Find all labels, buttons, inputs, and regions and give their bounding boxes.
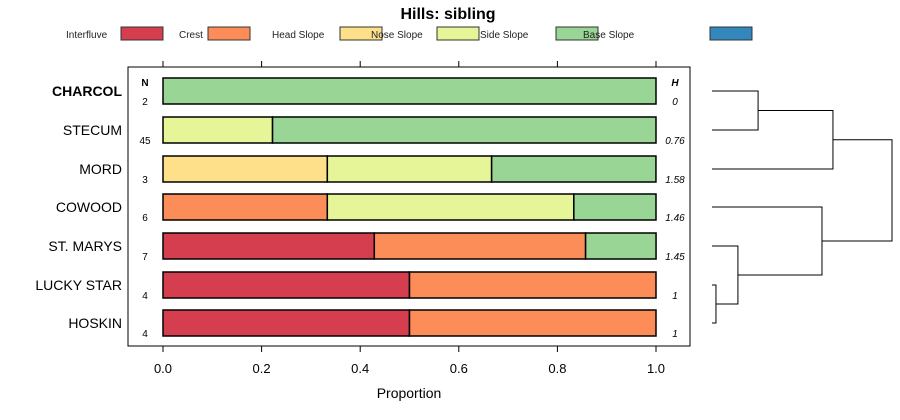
n-value: 45 (139, 136, 151, 147)
x-axis-label: Proportion (377, 385, 442, 401)
dendrogram-link (712, 284, 717, 324)
bar-segment-side-slope (490, 155, 657, 183)
legend-label: Nose Slope (371, 30, 423, 41)
bars: CHARCOL 2 0 STECUM 45 0.76 MORD 3 1.58 COWOOD 6 1.4… (35, 77, 685, 340)
chart-title: Hills: sibling (400, 6, 495, 23)
h-header: H (671, 78, 679, 89)
legend-label: Crest (179, 30, 203, 41)
x-axis: 0.0 0.2 0.4 0.6 0.8 1.0 (154, 61, 665, 376)
n-value: 4 (142, 329, 148, 340)
dendrogram (712, 90, 893, 324)
legend-swatch (120, 26, 164, 41)
n-value: 7 (142, 252, 148, 263)
bar-segment-crest (373, 232, 587, 260)
n-value: 2 (142, 97, 148, 108)
bar-segment-interfluve (162, 309, 411, 337)
h-value: 1.46 (665, 213, 685, 224)
bar-segment-interfluve (162, 232, 376, 260)
legend-swatch (709, 26, 753, 41)
n-header: N (141, 78, 148, 89)
bar-segment-head-slope (162, 155, 329, 183)
category-label: MORD (79, 161, 122, 177)
category-label: CHARCOL (52, 83, 122, 99)
h-value: 0 (672, 97, 678, 108)
n-value: 4 (142, 291, 148, 302)
h-value: 1 (672, 329, 678, 340)
legend-swatch (339, 26, 383, 41)
category-label: ST. MARYS (48, 238, 122, 254)
bar-segment-side-slope (162, 77, 657, 105)
legend-swatch (555, 26, 599, 41)
h-value: 0.76 (665, 136, 685, 147)
bar-segment-interfluve (162, 271, 411, 299)
x-tick-label: 0.2 (253, 361, 271, 376)
category-label: COWOOD (56, 199, 122, 215)
legend-swatch (436, 26, 480, 41)
bar-segment-nose-slope (326, 155, 493, 183)
category-label: LUCKY STAR (35, 277, 122, 293)
legend-label: Head Slope (272, 30, 325, 41)
legend-label: Side Slope (480, 30, 529, 41)
dendrogram-link (712, 90, 759, 131)
legend-label: Base Slope (583, 30, 635, 41)
x-tick-label: 0.8 (548, 361, 566, 376)
legend-label: Interfluve (66, 30, 108, 41)
category-label: STECUM (63, 122, 122, 138)
x-tick-label: 1.0 (647, 361, 665, 376)
n-value: 6 (142, 213, 148, 224)
dendrogram-link (712, 206, 823, 276)
bar-segment-crest (408, 271, 657, 299)
bar-segment-nose-slope (162, 116, 274, 144)
legend: Interfluve Crest Head Slope Nose Slope Side … (66, 26, 753, 41)
x-tick-label: 0.0 (154, 361, 172, 376)
dendrogram-link (821, 139, 893, 242)
bar-segment-side-slope (584, 232, 657, 260)
bar-segment-crest (408, 309, 657, 337)
bar-segment-side-slope (573, 193, 657, 221)
h-value: 1.58 (665, 175, 685, 186)
category-label: HOSKIN (68, 315, 122, 331)
bar-segment-side-slope (271, 116, 657, 144)
legend-swatch (207, 26, 251, 41)
bar-segment-nose-slope (326, 193, 575, 221)
x-tick-label: 0.4 (351, 361, 369, 376)
plot-frame (127, 66, 691, 347)
x-tick-label: 0.6 (450, 361, 468, 376)
h-value: 1 (672, 291, 678, 302)
dendrogram-link (712, 110, 834, 170)
h-value: 1.45 (665, 252, 685, 263)
n-value: 3 (142, 175, 148, 186)
bar-segment-crest (162, 193, 329, 221)
